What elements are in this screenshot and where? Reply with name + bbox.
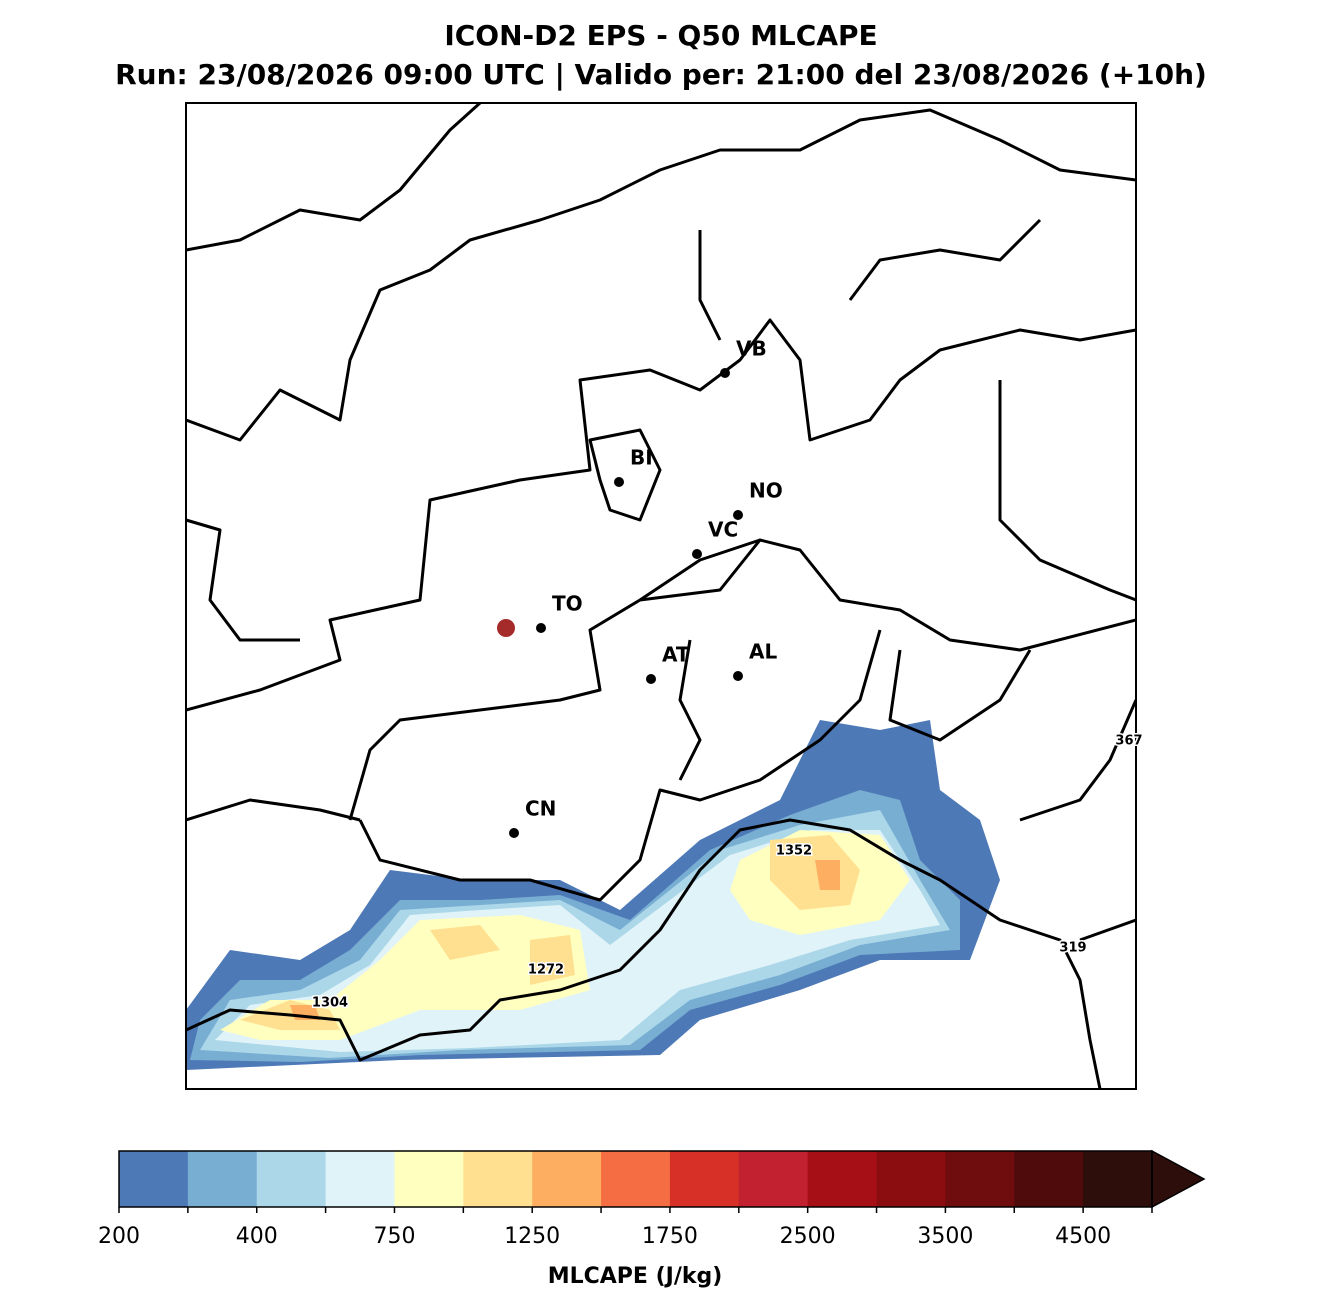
- colorbar-segment: [532, 1151, 602, 1207]
- colorbar-segment: [119, 1151, 189, 1207]
- colorbar-segment: [1083, 1151, 1153, 1207]
- region-border: [348, 538, 1136, 821]
- region-border: [186, 318, 1136, 712]
- city-dot: [646, 674, 656, 684]
- colorbar-tick-label: 200: [98, 1224, 140, 1249]
- region-border: [186, 103, 1136, 602]
- city-dot: [509, 828, 519, 838]
- title: ICON-D2 EPS - Q50 MLCAPE: [444, 19, 877, 52]
- city-label: NO: [749, 479, 783, 503]
- city-dot: [692, 549, 702, 559]
- colorbar-segment: [738, 1151, 809, 1207]
- region-border: [588, 428, 761, 781]
- city-label: CN: [525, 797, 556, 821]
- colorbar-tick-label: 2500: [780, 1224, 836, 1249]
- subtitle: Run: 23/08/2026 09:00 UTC | Valido per: …: [115, 58, 1207, 91]
- colorbar-segment: [187, 1151, 258, 1207]
- region-border: [186, 108, 1136, 442]
- city-dot: [614, 477, 624, 487]
- colorbar-segment: [601, 1151, 671, 1207]
- region-border: [358, 629, 882, 902]
- contour-label: 319: [1059, 941, 1086, 956]
- colorbar-tick-label: 1250: [504, 1224, 560, 1249]
- map-area: [186, 103, 1136, 1089]
- colorbar-tick-label: 750: [373, 1224, 415, 1249]
- city-dot: [536, 623, 546, 633]
- colorbar-segment: [325, 1151, 395, 1207]
- colorbar-segment: [807, 1151, 878, 1207]
- colorbar-segment: [1014, 1151, 1084, 1207]
- map-frame: [185, 102, 1137, 1090]
- contour-label: 367: [1115, 734, 1142, 749]
- colorbar-label: MLCAPE (J/kg): [548, 1264, 723, 1289]
- colorbar-extend: [1151, 1149, 1206, 1209]
- colorbar-tick-label: 4500: [1055, 1224, 1111, 1249]
- city-label: BI: [630, 446, 653, 470]
- city-label: AL: [749, 640, 777, 664]
- city-dot: [733, 671, 743, 681]
- colorbar-segment: [876, 1151, 946, 1207]
- location-marker: [497, 619, 515, 637]
- colorbar-frame: [118, 1150, 1153, 1208]
- city-dot: [733, 510, 743, 520]
- city-label: VC: [708, 518, 738, 542]
- coastline: [186, 818, 1102, 1089]
- contour-label: 1304: [312, 996, 348, 1011]
- colorbar-segment: [945, 1151, 1015, 1207]
- city-dot: [720, 368, 730, 378]
- city-label: AT: [662, 643, 690, 667]
- colorbar-tick-label: 400: [236, 1224, 278, 1249]
- colorbar-tick-label: 3500: [917, 1224, 973, 1249]
- city-label: VB: [736, 337, 767, 361]
- contour-label: 1272: [528, 963, 564, 978]
- colorbar-segment: [394, 1151, 464, 1207]
- city-label: TO: [552, 592, 583, 616]
- colorbar-segment: [669, 1151, 740, 1207]
- colorbar-segment: [463, 1151, 533, 1207]
- cape-field: [220, 830, 910, 1040]
- region-border: [186, 518, 1136, 942]
- contour-label: 1352: [776, 844, 812, 859]
- colorbar-tick-label: 1750: [642, 1224, 698, 1249]
- colorbar-segment: [256, 1151, 327, 1207]
